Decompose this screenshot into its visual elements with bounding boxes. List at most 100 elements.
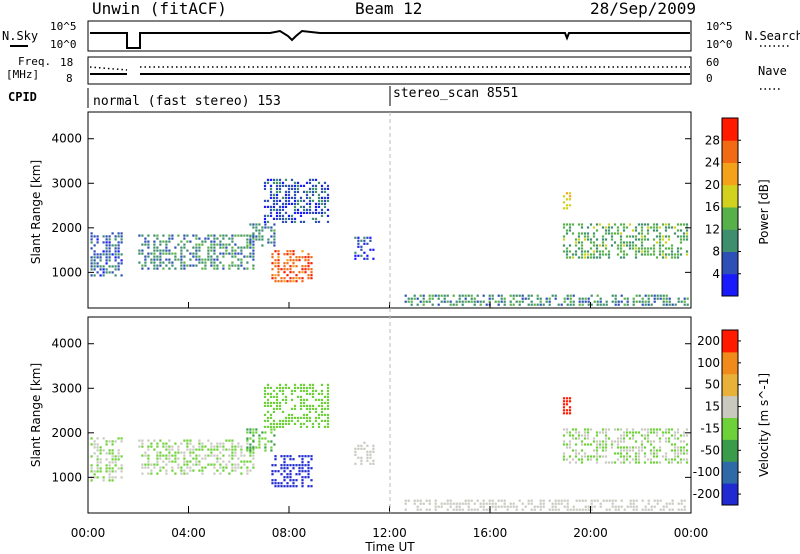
data-cell xyxy=(252,454,255,457)
data-cell xyxy=(586,253,590,256)
data-cell xyxy=(649,428,653,431)
data-cell xyxy=(646,247,650,250)
data-cell xyxy=(575,499,578,502)
data-cell xyxy=(180,252,183,255)
data-cell xyxy=(286,274,289,277)
data-cell xyxy=(323,419,327,422)
data-cell xyxy=(625,244,629,247)
data-cell xyxy=(243,246,246,249)
data-cell xyxy=(308,410,312,413)
data-cell xyxy=(246,442,249,445)
data-cell xyxy=(661,223,665,226)
data-cell xyxy=(473,508,476,511)
data-cell xyxy=(604,440,608,443)
data-cell xyxy=(96,437,99,440)
data-cell xyxy=(488,502,491,505)
data-cell xyxy=(298,259,301,262)
data-cell xyxy=(249,469,252,472)
data-cell xyxy=(635,300,638,303)
data-cell xyxy=(562,443,566,446)
data-cell xyxy=(299,425,303,428)
data-cell xyxy=(631,434,635,437)
data-cell xyxy=(637,461,641,464)
data-cell xyxy=(289,470,292,473)
data-cell xyxy=(311,392,315,395)
data-cell xyxy=(646,253,650,256)
data-cell xyxy=(269,208,273,211)
data-cell xyxy=(102,271,105,274)
data-cell xyxy=(631,235,635,238)
data-cell xyxy=(141,243,144,246)
data-cell xyxy=(180,466,183,469)
data-cell xyxy=(271,268,274,271)
data-cell xyxy=(258,434,261,437)
data-cell xyxy=(210,249,213,252)
data-cell xyxy=(108,461,111,464)
data-cell xyxy=(289,268,292,271)
data-cell xyxy=(527,303,530,306)
data-cell xyxy=(455,508,458,511)
data-cell xyxy=(685,428,689,431)
data-cell xyxy=(680,499,683,502)
data-cell xyxy=(665,505,668,508)
x-tick-label: 00:00 xyxy=(674,526,709,540)
data-cell xyxy=(287,187,291,190)
data-cell xyxy=(662,297,665,300)
data-cell xyxy=(96,470,99,473)
data-cell xyxy=(622,458,626,461)
data-cell xyxy=(524,297,527,300)
data-cell xyxy=(658,446,662,449)
data-cell xyxy=(292,271,295,274)
data-cell xyxy=(595,244,599,247)
data-cell xyxy=(530,294,533,297)
data-cell xyxy=(622,253,626,256)
data-cell xyxy=(168,448,171,451)
data-cell xyxy=(96,449,99,452)
data-cell xyxy=(363,242,366,245)
data-cell xyxy=(246,431,249,434)
data-cell xyxy=(213,234,216,237)
data-cell xyxy=(317,196,321,199)
data-cell xyxy=(305,404,309,407)
data-cell xyxy=(583,232,587,235)
data-cell xyxy=(281,425,285,428)
data-cell xyxy=(263,389,267,392)
data-cell xyxy=(664,256,668,259)
data-cell xyxy=(287,202,291,205)
data-cell xyxy=(243,255,246,258)
data-cell xyxy=(527,297,530,300)
data-cell xyxy=(616,437,620,440)
data-cell xyxy=(434,499,437,502)
data-cell xyxy=(562,409,566,412)
colorbar-swatch xyxy=(722,273,738,297)
data-cell xyxy=(604,437,608,440)
data-cell xyxy=(287,196,291,199)
data-cell xyxy=(198,258,201,261)
data-cell xyxy=(272,395,276,398)
data-cell xyxy=(165,249,168,252)
data-cell xyxy=(278,404,282,407)
data-cell xyxy=(488,300,491,303)
data-cell xyxy=(634,229,638,232)
data-cell xyxy=(204,258,207,261)
colorbar-swatch xyxy=(722,140,738,163)
data-cell xyxy=(213,240,216,243)
colorbar-tick-label: 12 xyxy=(705,222,720,236)
data-cell xyxy=(284,220,288,223)
cpid-label: CPID xyxy=(8,90,37,104)
data-cell xyxy=(311,187,315,190)
data-cell xyxy=(497,499,500,502)
data-cell xyxy=(644,303,647,306)
data-cell xyxy=(595,452,599,455)
data-cell xyxy=(311,407,315,410)
data-cell xyxy=(372,248,375,251)
data-cell xyxy=(295,277,298,280)
data-cell xyxy=(159,258,162,261)
data-cell xyxy=(646,229,650,232)
data-cell xyxy=(108,440,111,443)
data-cell xyxy=(278,214,282,217)
data-cell xyxy=(269,395,273,398)
data-cell xyxy=(283,464,286,467)
data-cell xyxy=(204,240,207,243)
data-cell xyxy=(646,223,650,226)
